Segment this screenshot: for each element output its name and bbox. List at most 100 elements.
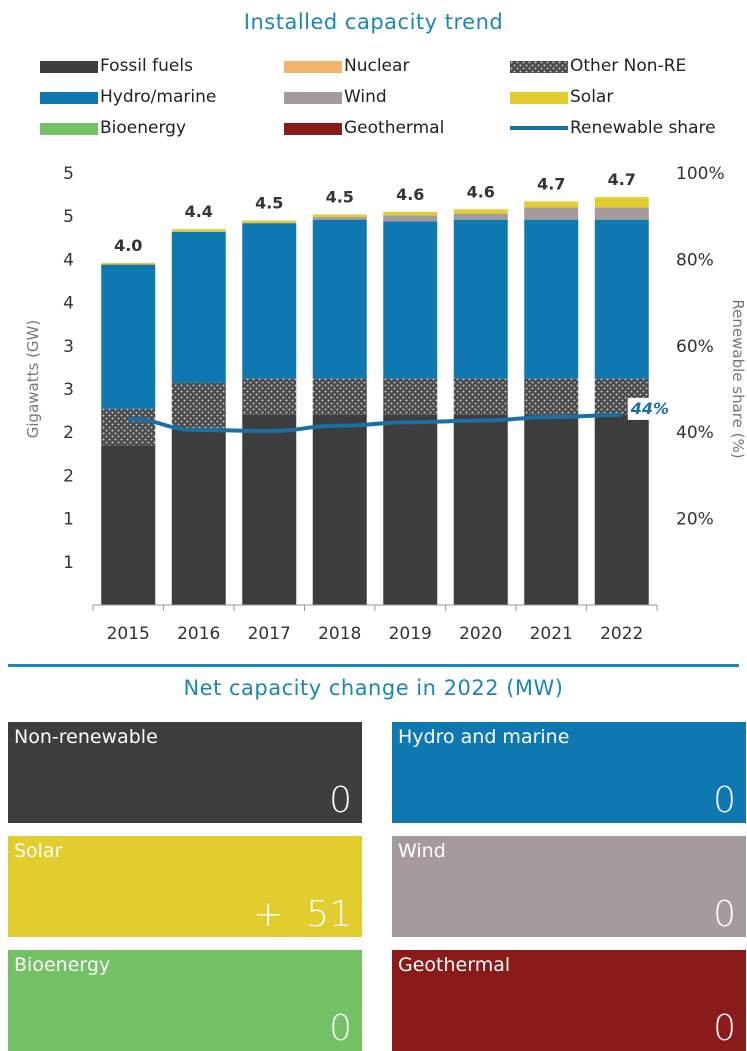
y-tick-label: 3 bbox=[63, 337, 74, 357]
legend-label: Nuclear bbox=[344, 56, 410, 76]
bar-total-label: 4.0 bbox=[114, 236, 142, 255]
bar-segment-wind bbox=[594, 207, 649, 220]
bar-segment-wind bbox=[312, 217, 367, 220]
bar-segment-wind bbox=[453, 213, 508, 220]
bar-segment-hydro-marine bbox=[383, 221, 438, 379]
y-tick-label: 1 bbox=[63, 553, 74, 573]
bar-total-label: 4.7 bbox=[537, 175, 565, 194]
bar-segment-solar bbox=[594, 197, 649, 208]
bar-segment-hydro-marine bbox=[242, 223, 297, 379]
bar-segment-solar bbox=[383, 211, 438, 216]
legend-swatch bbox=[510, 61, 568, 73]
bar-segment-hydro-marine bbox=[171, 231, 226, 383]
x-tick-label: 2020 bbox=[459, 624, 502, 644]
bar-segment-other-non-re bbox=[453, 378, 508, 415]
bar-segment-fossil-fuels bbox=[101, 445, 156, 605]
y-tick-label: 2 bbox=[63, 423, 74, 443]
bar-total-label: 4.6 bbox=[467, 182, 495, 201]
legend-item-bioenergy: Bioenergy bbox=[40, 118, 187, 138]
capacity-chart: 4.0 2015 4.4 2016 4.5 2017 4.5 2018 4.6 2019 4.6 20… bbox=[24, 164, 747, 644]
bar-segment-fossil-fuels bbox=[242, 414, 297, 605]
legend-item-renewable-share: Renewable share bbox=[510, 118, 716, 138]
bar-segment-other-non-re bbox=[383, 378, 438, 415]
bar-segment-hydro-marine bbox=[101, 264, 156, 409]
y-tick-label: 3 bbox=[63, 380, 74, 400]
legend-item-solar: Solar bbox=[510, 87, 614, 107]
y-tick-label: 2 bbox=[63, 466, 74, 486]
section-divider bbox=[8, 664, 739, 667]
tile-label: Geothermal bbox=[398, 954, 511, 976]
bar-segment-fossil-fuels bbox=[594, 414, 649, 605]
bar-segment-solar bbox=[453, 209, 508, 214]
legend-swatch bbox=[284, 61, 342, 73]
bar-segment-hydro-marine bbox=[453, 219, 508, 379]
axes-layer bbox=[92, 604, 658, 611]
bar-segment-fossil-fuels bbox=[524, 414, 579, 605]
bar-segment-fossil-fuels bbox=[383, 414, 438, 605]
legend-swatch bbox=[40, 123, 98, 135]
x-tick-label: 2022 bbox=[600, 624, 643, 644]
line-end-label: 44% bbox=[630, 399, 669, 418]
legend-item-nuclear: Nuclear bbox=[284, 56, 410, 76]
legend-swatch bbox=[284, 92, 342, 104]
tile-value: 0 bbox=[713, 1008, 736, 1049]
bar-total-label: 4.5 bbox=[255, 194, 283, 213]
legend-label: Hydro/marine bbox=[100, 87, 217, 107]
net-change-title: Net capacity change in 2022 (MW) bbox=[183, 676, 564, 700]
legend-label: Renewable share bbox=[570, 118, 716, 138]
legend-line-swatch bbox=[510, 126, 568, 130]
legend-item-wind: Wind bbox=[284, 87, 387, 107]
bar-segment-solar bbox=[101, 262, 156, 265]
legend-swatch bbox=[40, 92, 98, 104]
bar-segment-other-non-re bbox=[312, 378, 367, 415]
y2-tick-label: 60% bbox=[676, 337, 714, 357]
legend-swatch bbox=[284, 123, 342, 135]
x-tick-label: 2015 bbox=[107, 624, 150, 644]
legend-item-hydro: Hydro/marine bbox=[40, 87, 217, 107]
tile-label: Hydro and marine bbox=[398, 726, 570, 748]
y2-tick-label: 100% bbox=[676, 164, 725, 184]
legend-label: Fossil fuels bbox=[100, 56, 193, 76]
bar-segment-fossil-fuels bbox=[171, 427, 226, 605]
y2-tick-label: 40% bbox=[676, 423, 714, 443]
tile-value: 0 bbox=[713, 894, 736, 935]
legend-item-geothermal: Geothermal bbox=[284, 118, 445, 138]
y-tick-label: 5 bbox=[63, 164, 74, 184]
bar-segment-fossil-fuels bbox=[312, 414, 367, 605]
tile-value: 0 bbox=[329, 780, 352, 821]
legend-item-fossil: Fossil fuels bbox=[40, 56, 193, 76]
bar-total-label: 4.6 bbox=[396, 185, 424, 204]
y-tick-label: 4 bbox=[63, 294, 74, 314]
legend-item-other-non-re: Other Non-RE bbox=[510, 56, 686, 76]
legend-swatch bbox=[40, 61, 98, 73]
y-tick-label: 1 bbox=[63, 510, 74, 530]
bar-total-label: 4.4 bbox=[185, 202, 213, 221]
bar-segment-wind bbox=[383, 215, 438, 222]
bar-segment-solar bbox=[524, 201, 579, 208]
line-layer bbox=[128, 412, 622, 433]
x-tick-label: 2019 bbox=[389, 624, 432, 644]
tile-geothermal: Geothermal 0 bbox=[392, 950, 746, 1051]
y2-tick-label: 80% bbox=[676, 250, 714, 270]
tile-bioenergy: Bioenergy 0 bbox=[8, 950, 362, 1051]
x-tick-label: 2018 bbox=[318, 624, 361, 644]
y2-tick-label: 20% bbox=[676, 510, 714, 530]
y2-axis-title: Renewable share (%) bbox=[729, 299, 747, 458]
y-tick-label: 4 bbox=[63, 250, 74, 270]
tile-hydro-marine: Hydro and marine 0 bbox=[392, 722, 746, 823]
line-end-label-bg bbox=[627, 397, 670, 420]
legend-label: Geothermal bbox=[344, 118, 445, 138]
legend-label: Wind bbox=[344, 87, 387, 107]
y-axis-title: Gigawatts (GW) bbox=[24, 320, 42, 438]
legend-label: Bioenergy bbox=[100, 118, 187, 138]
bar-segment-wind bbox=[524, 207, 579, 220]
bar-total-label: 4.5 bbox=[326, 187, 354, 206]
tile-label: Bioenergy bbox=[14, 954, 111, 976]
legend-label: Solar bbox=[570, 87, 614, 107]
bar-segment-other-non-re bbox=[524, 378, 579, 415]
bar-segment-other-non-re bbox=[171, 382, 226, 428]
tile-label: Non-renewable bbox=[14, 726, 158, 748]
bar-segment-other-non-re bbox=[242, 378, 297, 415]
legend-swatch bbox=[510, 92, 568, 104]
tile-label: Solar bbox=[14, 840, 63, 862]
